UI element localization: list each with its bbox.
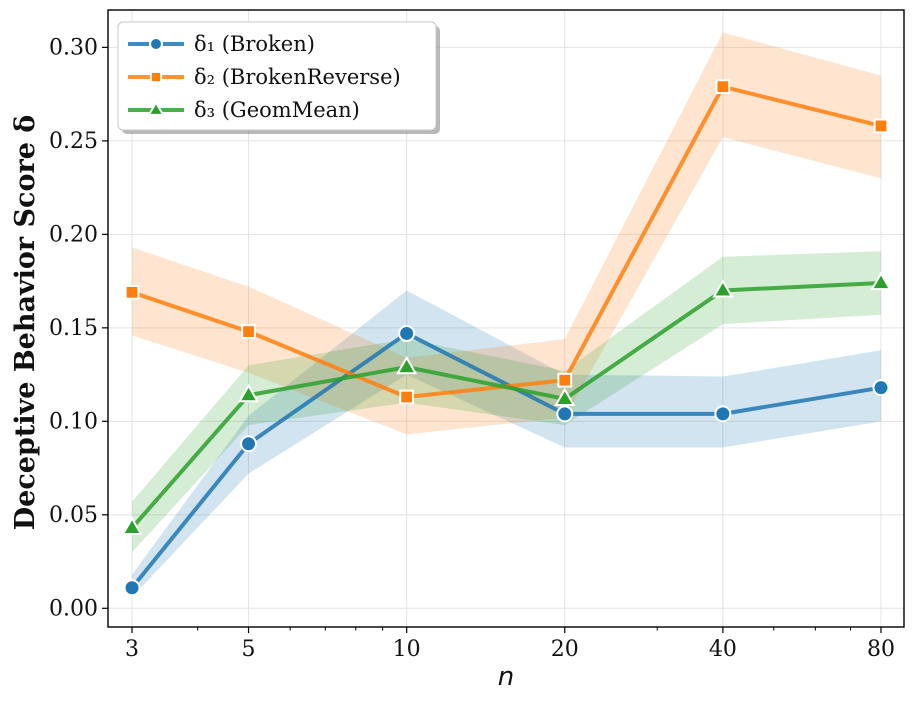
axis-labels: Deceptive Behavior Score δ n bbox=[10, 115, 514, 692]
confidence-band-0 bbox=[132, 290, 881, 598]
confidence-band-1 bbox=[132, 32, 881, 435]
data-point bbox=[556, 405, 574, 423]
legend-marker bbox=[149, 37, 163, 51]
legend-label: δ₃ (GeomMean) bbox=[194, 98, 360, 122]
data-point bbox=[715, 79, 731, 95]
x-tick-label: 3 bbox=[125, 637, 139, 662]
x-axis-title: n bbox=[498, 662, 514, 692]
y-axis-title: Deceptive Behavior Score δ bbox=[10, 115, 41, 531]
y-tick-label: 0.10 bbox=[49, 409, 98, 434]
legend-box bbox=[117, 21, 437, 131]
axis-ticks: 0.00 0.05 0.10 0.15 0.20 0.25 0.30 3 5 10 20 40 80 bbox=[49, 35, 895, 662]
legend-marker bbox=[147, 100, 165, 116]
data-point bbox=[399, 389, 415, 405]
data-point bbox=[712, 279, 734, 298]
series-line-0 bbox=[130, 331, 882, 589]
x-tick-label: 80 bbox=[867, 637, 895, 662]
data-point bbox=[240, 435, 258, 453]
confidence-band-2 bbox=[132, 251, 881, 553]
y-tick-label: 0.15 bbox=[49, 316, 98, 341]
y-tick-label: 0.30 bbox=[49, 35, 98, 60]
series-line-2 bbox=[130, 280, 882, 530]
x-tick-label: 5 bbox=[242, 637, 256, 662]
data-point bbox=[554, 387, 576, 406]
data-point bbox=[237, 383, 260, 403]
data-point bbox=[124, 284, 140, 300]
plot-frame bbox=[107, 9, 905, 628]
y-tick-label: 0.25 bbox=[49, 129, 98, 154]
data-point bbox=[714, 405, 732, 423]
legend-label: δ₁ (Broken) bbox=[194, 32, 315, 56]
grid-lines bbox=[108, 10, 904, 627]
y-tick-label: 0.20 bbox=[49, 222, 98, 247]
data-point bbox=[873, 118, 889, 134]
y-tick-label: 0.05 bbox=[49, 503, 98, 528]
series-line-1 bbox=[131, 84, 882, 400]
series-lines bbox=[130, 84, 882, 589]
data-point bbox=[398, 324, 416, 342]
legend-marker bbox=[149, 70, 163, 84]
x-tick-label: 40 bbox=[709, 637, 737, 662]
legend-label: δ₂ (BrokenReverse) bbox=[194, 65, 401, 89]
data-point bbox=[396, 355, 418, 375]
x-tick-label: 20 bbox=[551, 637, 579, 662]
series-markers bbox=[121, 79, 892, 597]
data-point bbox=[557, 372, 573, 388]
data-point bbox=[123, 579, 141, 597]
legend: δ₁ (Broken) δ₂ (BrokenReverse) δ₃ (GeomMea… bbox=[117, 21, 440, 134]
data-point bbox=[121, 516, 143, 535]
data-point bbox=[872, 379, 890, 397]
y-tick-label: 0.00 bbox=[49, 596, 98, 621]
confidence-bands bbox=[132, 32, 881, 598]
data-point bbox=[241, 324, 256, 339]
data-point bbox=[870, 271, 892, 291]
x-tick-label: 10 bbox=[393, 637, 421, 662]
